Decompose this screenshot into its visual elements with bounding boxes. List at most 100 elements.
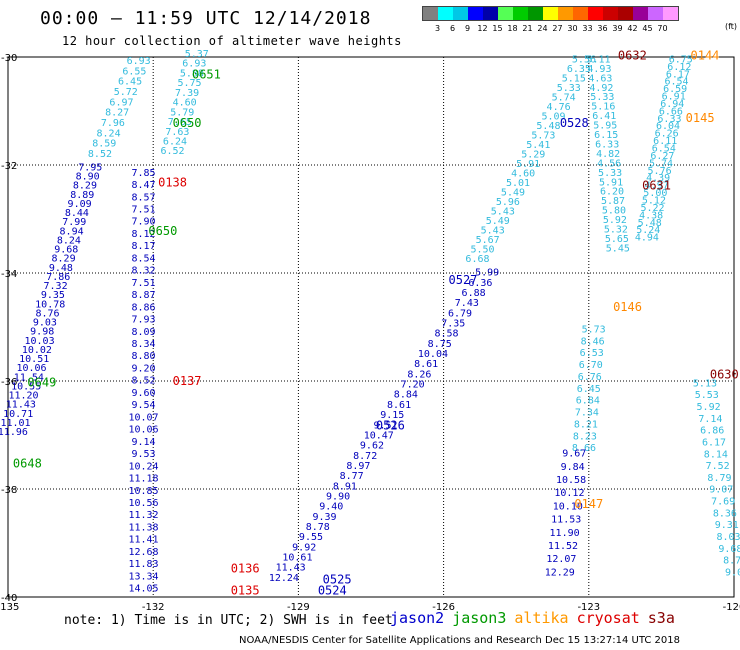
swh-value-label: 9.68 [54,245,78,256]
swh-value-label: 10.06 [16,363,46,374]
swh-value-label: 9.54 [131,400,155,411]
swh-value-label: 7.95 [78,162,102,173]
swh-value-label: 10.07 [128,412,158,423]
swh-value-label: 5.45 [606,243,630,254]
swh-value-label: 5.11 [586,54,610,65]
pass-id-label: 0144 [691,49,720,63]
swh-value-label: 6.75 [669,54,693,65]
pass-id-label: 0138 [158,176,187,190]
swh-value-label: 5.29 [521,150,545,161]
swh-value-label: 4.60 [173,98,197,109]
color-scale-tick: 30 [567,24,578,33]
swh-value-label: 6.79 [448,308,472,319]
swh-value-label: 4.76 [547,102,571,113]
swh-value-label: 9.98 [30,327,54,338]
swh-value-label: 6.76 [578,372,602,383]
swh-value-label: 11.53 [551,515,581,526]
swh-value-label: 6.66 [659,106,683,117]
credit-line: NOAA/NESDIS Center for Satellite Applica… [239,635,681,646]
swh-value-label: 8.26 [407,369,431,380]
swh-value-label: 10.58 [556,475,586,486]
color-scale-tick: 18 [507,24,518,33]
swh-value-label: 8.87 [131,290,155,301]
color-swatch-11 [588,7,603,20]
swh-value-label: 9.09 [68,199,92,210]
swh-value-label: 11.83 [128,559,158,570]
swh-value-label: 4.38 [639,210,663,221]
swh-value-label: 8.29 [73,181,97,192]
legend-jason3: jason3 [452,609,507,627]
swh-value-label: 6.17 [702,437,726,448]
swh-value-label: 8.17 [131,241,155,252]
swh-value-label: 10.10 [553,501,583,512]
color-scale-tick: 70 [657,24,668,33]
swh-value-label: 10.85 [128,486,158,497]
color-scale-tick: 24 [537,24,548,33]
x-tick-label: -126 [432,602,455,613]
swh-value-label: 5.73 [531,131,555,142]
pass-id-label: 0631 [642,178,671,192]
swh-value-label: 6.45 [118,77,142,88]
swh-value-label: 5.95 [593,121,617,132]
swh-value-label: 6.36 [468,278,492,289]
pass-id-label: 0648 [13,456,42,470]
swh-value-label: 6.86 [700,426,724,437]
swh-value-label: 9.90 [326,491,350,502]
swh-value-label: 6.55 [122,66,146,77]
swh-value-label: 8.66 [572,443,596,454]
swh-value-label: 14.05 [128,584,158,595]
swh-value-label: 8.86 [131,302,155,313]
swh-value-label: 8.34 [131,339,155,350]
x-tick-label: -123 [577,602,600,613]
swh-value-label: 8.52 [131,376,155,387]
swh-value-label: 5.74 [649,158,673,169]
color-swatch-16 [663,7,678,20]
swh-value-label: 11.90 [550,528,580,539]
swh-value-label: 5.15 [562,73,586,84]
color-scale-tick: 27 [552,24,563,33]
swh-value-label: 6.91 [662,92,686,103]
swh-value-label: 5.43 [481,226,505,237]
color-swatch-2 [453,7,468,20]
color-scale-tick: 21 [522,24,533,33]
swh-value-label: 8.21 [574,419,598,430]
swh-value-label: 6.88 [462,288,486,299]
color-swatch-1 [438,7,453,20]
swh-value-label: 6.24 [163,136,187,147]
swh-value-label: 5.88 [180,68,204,79]
swh-value-label: 6.93 [127,56,151,67]
swh-value-label: 5.91 [599,177,623,188]
swh-value-label: 5.75 [177,78,201,89]
swh-value-label: 7.32 [44,281,68,292]
pass-id-label: 0525 [323,573,352,587]
pass-id-label: 0135 [231,583,260,597]
swh-value-label: 5.12 [642,195,666,206]
swh-value-label: 5.99 [475,268,499,279]
swh-value-label: 4.94 [635,233,659,244]
swh-value-label: 8.44 [65,208,89,219]
swh-value-label: 8.61 [387,400,411,411]
swh-value-label: 6.20 [600,187,624,198]
swh-value-label: 9.07 [709,485,733,496]
swh-value-label: 4.56 [597,158,621,169]
swh-value-label: 10.04 [418,349,448,360]
swh-value-label: 8.03 [717,532,740,543]
satellite-legend: jason2 jason3 altika cryosat s3a [390,609,683,627]
swh-value-label: 5.49 [486,216,510,227]
color-scale-tick: 6 [449,24,456,33]
swh-value-label: 10.24 [128,461,158,472]
color-swatch-6 [513,7,528,20]
color-swatch-13 [618,7,633,20]
color-scale-ticks: 3 6 9 12 15 18 21 24 27 30 33 36 39 42 45 70 [422,23,679,35]
swh-value-label: 11.52 [548,541,578,552]
swh-value-label: 8.90 [76,172,100,183]
swh-value-label: 7.63 [165,127,189,138]
swh-value-label: 6.12 [667,62,691,73]
color-swatch-0 [423,7,438,20]
swh-value-label: 8.36 [713,508,737,519]
swh-value-label: 13.34 [128,571,158,582]
swh-value-label: 9.51 [373,420,397,431]
color-swatch-15 [648,7,663,20]
swh-value-label: 5.33 [557,83,581,94]
swh-value-label: 8.58 [434,329,458,340]
